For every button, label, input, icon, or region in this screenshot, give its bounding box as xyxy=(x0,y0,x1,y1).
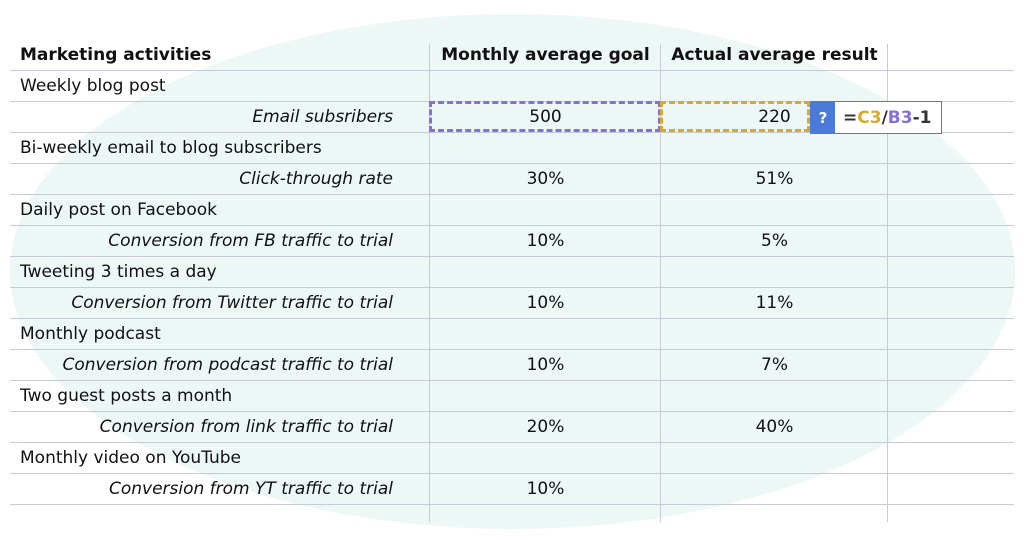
result-cell[interactable] xyxy=(661,195,888,225)
goal-cell[interactable]: 10% xyxy=(526,293,565,313)
table-row: Conversion from FB traffic to trial 10% 5% xyxy=(10,226,1014,257)
header-goal[interactable]: Monthly average goal xyxy=(441,45,650,65)
goal-cell[interactable] xyxy=(430,381,661,411)
result-cell[interactable] xyxy=(661,71,888,101)
goal-cell[interactable]: 20% xyxy=(526,417,565,437)
table-row: Tweeting 3 times a day xyxy=(10,257,1014,288)
activity-label-cell[interactable]: Weekly blog post xyxy=(20,76,166,96)
header-row: Marketing activities Monthly average goa… xyxy=(10,40,1014,71)
activity-label-cell[interactable]: Monthly podcast xyxy=(20,324,161,344)
goal-cell[interactable] xyxy=(430,319,661,349)
formula-tooltip[interactable]: ? = C3 / B3 -1 xyxy=(810,101,943,134)
formula-ref-goal: B3 xyxy=(887,107,913,128)
goal-cell[interactable] xyxy=(430,257,661,287)
table-row: Bi-weekly email to blog subscribers xyxy=(10,133,1014,164)
activity-label-cell[interactable]: Two guest posts a month xyxy=(20,386,233,406)
result-cell[interactable] xyxy=(661,474,888,504)
result-cell[interactable] xyxy=(661,319,888,349)
column-divider xyxy=(887,44,888,522)
result-cell[interactable] xyxy=(661,443,888,473)
table-row: Conversion from link traffic to trial 20%… xyxy=(10,412,1014,443)
table-row: Click-through rate 30% 51% xyxy=(10,164,1014,195)
goal-cell[interactable] xyxy=(430,443,661,473)
activity-label-cell[interactable]: Daily post on Facebook xyxy=(20,200,217,220)
table-row: Daily post on Facebook xyxy=(10,195,1014,226)
result-cell[interactable]: 5% xyxy=(761,231,788,251)
formula-ref-result: C3 xyxy=(857,107,882,128)
table-row: Conversion from Twitter traffic to trial… xyxy=(10,288,1014,319)
result-cell[interactable]: 220 xyxy=(758,107,791,127)
metric-label-cell[interactable]: Click-through rate xyxy=(239,169,393,189)
goal-cell[interactable] xyxy=(430,133,661,163)
metric-label-cell[interactable]: Conversion from FB traffic to trial xyxy=(108,231,393,251)
formula-operator: / xyxy=(881,107,888,128)
activity-label-cell[interactable]: Bi-weekly email to blog subscribers xyxy=(20,138,322,158)
metric-label-cell[interactable]: Conversion from Twitter traffic to trial xyxy=(71,293,393,313)
metric-label-cell[interactable]: Conversion from podcast traffic to trial xyxy=(62,355,393,375)
table-row: Weekly blog post xyxy=(10,71,1014,102)
result-cell[interactable]: 11% xyxy=(755,293,794,313)
help-icon[interactable]: ? xyxy=(811,102,835,133)
result-cell[interactable] xyxy=(661,133,888,163)
header-result[interactable]: Actual average result xyxy=(671,45,878,65)
result-cell[interactable]: 7% xyxy=(761,355,788,375)
column-divider xyxy=(660,44,661,522)
activity-label-cell[interactable]: Tweeting 3 times a day xyxy=(20,262,217,282)
metric-label-cell[interactable]: Conversion from link traffic to trial xyxy=(99,417,393,437)
result-cell[interactable]: 51% xyxy=(755,169,794,189)
table-body: Weekly blog post Email subsribers 500 220 Bi… xyxy=(10,71,1014,505)
table-row: Email subsribers 500 220 xyxy=(10,102,1014,133)
goal-cell[interactable]: 10% xyxy=(526,231,565,251)
formula-tail: -1 xyxy=(912,107,932,128)
table-row: Conversion from podcast traffic to trial… xyxy=(10,350,1014,381)
table-row: Monthly video on YouTube xyxy=(10,443,1014,474)
result-cell[interactable] xyxy=(661,257,888,287)
goal-cell[interactable] xyxy=(430,195,661,225)
table-row: Conversion from YT traffic to trial 10% xyxy=(10,474,1014,505)
marketing-table: Marketing activities Monthly average goa… xyxy=(10,40,1014,505)
goal-cell[interactable]: 30% xyxy=(526,169,565,189)
goal-cell[interactable] xyxy=(430,71,661,101)
goal-cell[interactable]: 10% xyxy=(526,479,565,499)
result-cell[interactable] xyxy=(661,381,888,411)
result-cell[interactable]: 40% xyxy=(755,417,794,437)
metric-label-cell[interactable]: Email subsribers xyxy=(252,107,393,127)
background-blob xyxy=(10,14,1015,529)
goal-cell[interactable]: 500 xyxy=(529,107,562,127)
formula-expression: = C3 / B3 -1 xyxy=(835,102,941,133)
column-divider xyxy=(429,44,430,522)
table-row: Two guest posts a month xyxy=(10,381,1014,412)
metric-label-cell[interactable]: Conversion from YT traffic to trial xyxy=(108,479,393,499)
activity-label-cell[interactable]: Monthly video on YouTube xyxy=(20,448,242,468)
goal-cell[interactable]: 10% xyxy=(526,355,565,375)
formula-equals: = xyxy=(843,107,858,128)
header-activity[interactable]: Marketing activities xyxy=(20,45,212,65)
table-row: Monthly podcast xyxy=(10,319,1014,350)
